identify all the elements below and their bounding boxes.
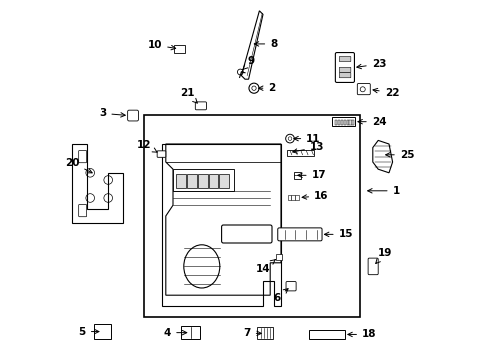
Text: 14: 14 (256, 260, 275, 274)
FancyBboxPatch shape (278, 228, 322, 241)
Text: 12: 12 (137, 140, 157, 152)
Text: 2: 2 (259, 83, 276, 93)
FancyBboxPatch shape (335, 120, 337, 125)
FancyBboxPatch shape (288, 195, 292, 200)
FancyBboxPatch shape (209, 174, 219, 188)
FancyBboxPatch shape (338, 120, 340, 125)
Text: 11: 11 (294, 134, 320, 144)
FancyBboxPatch shape (368, 258, 378, 275)
FancyBboxPatch shape (257, 327, 273, 339)
Text: 17: 17 (298, 170, 326, 180)
FancyBboxPatch shape (79, 204, 87, 217)
Text: 23: 23 (357, 59, 386, 69)
Text: 1: 1 (368, 186, 400, 196)
FancyBboxPatch shape (276, 254, 282, 260)
FancyBboxPatch shape (294, 172, 301, 179)
FancyBboxPatch shape (339, 57, 351, 62)
Text: 8: 8 (254, 39, 277, 49)
Text: 3: 3 (99, 108, 125, 118)
FancyBboxPatch shape (127, 110, 139, 121)
FancyBboxPatch shape (221, 225, 272, 243)
FancyBboxPatch shape (286, 282, 296, 291)
Text: 6: 6 (273, 289, 288, 303)
FancyBboxPatch shape (220, 174, 229, 188)
FancyBboxPatch shape (341, 120, 343, 125)
Text: 19: 19 (376, 248, 392, 264)
FancyBboxPatch shape (94, 324, 111, 339)
FancyBboxPatch shape (339, 67, 351, 72)
FancyBboxPatch shape (349, 120, 351, 125)
Text: 16: 16 (302, 191, 329, 201)
FancyBboxPatch shape (333, 117, 355, 126)
Text: 5: 5 (78, 327, 99, 337)
FancyBboxPatch shape (346, 120, 349, 125)
Text: 9: 9 (243, 56, 255, 69)
Text: 15: 15 (324, 229, 353, 239)
Text: 18: 18 (348, 329, 376, 339)
FancyBboxPatch shape (79, 150, 87, 163)
FancyBboxPatch shape (339, 73, 351, 78)
Text: 21: 21 (180, 88, 197, 103)
FancyBboxPatch shape (295, 195, 298, 200)
Text: 4: 4 (164, 328, 187, 338)
Text: 10: 10 (147, 40, 176, 50)
FancyBboxPatch shape (174, 45, 185, 53)
FancyBboxPatch shape (173, 169, 234, 191)
FancyBboxPatch shape (352, 120, 354, 125)
FancyBboxPatch shape (181, 326, 200, 339)
Text: 13: 13 (293, 142, 324, 153)
FancyBboxPatch shape (198, 174, 208, 188)
FancyBboxPatch shape (187, 174, 197, 188)
FancyBboxPatch shape (292, 195, 295, 200)
Text: 20: 20 (65, 158, 92, 173)
FancyBboxPatch shape (196, 102, 206, 110)
FancyBboxPatch shape (309, 330, 345, 339)
FancyBboxPatch shape (157, 151, 166, 157)
Text: 7: 7 (244, 328, 261, 338)
FancyBboxPatch shape (343, 120, 346, 125)
FancyBboxPatch shape (176, 174, 186, 188)
FancyBboxPatch shape (335, 53, 354, 82)
FancyBboxPatch shape (144, 115, 360, 317)
Text: 24: 24 (358, 117, 386, 127)
Text: 25: 25 (386, 150, 415, 160)
Text: 22: 22 (373, 88, 399, 98)
FancyBboxPatch shape (288, 150, 314, 156)
FancyBboxPatch shape (357, 84, 370, 95)
